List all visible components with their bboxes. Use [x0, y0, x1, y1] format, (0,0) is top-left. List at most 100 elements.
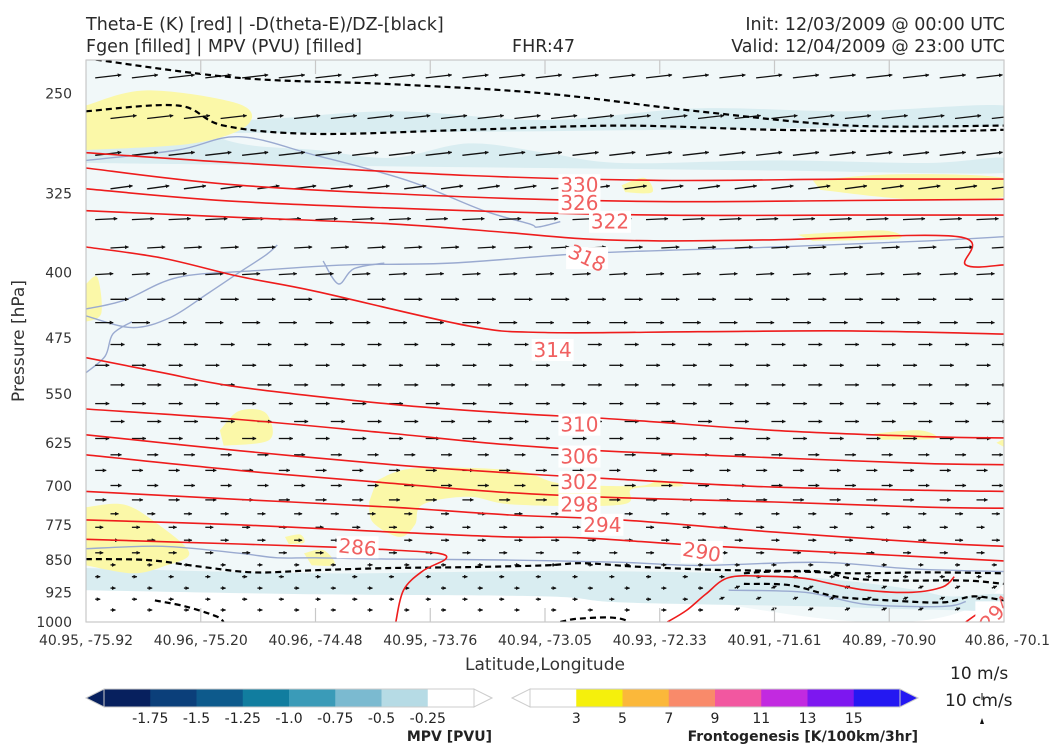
wind-vector — [477, 184, 501, 190]
wind-vector — [902, 73, 930, 79]
colorbar-swatch — [289, 689, 336, 707]
wind-vector — [866, 271, 885, 276]
wind-vector — [771, 585, 777, 590]
theta-e-contour-298 — [86, 454, 1004, 509]
wind-vector — [110, 245, 129, 250]
wind-vector — [425, 216, 449, 221]
wind-vector — [462, 271, 481, 276]
wind-vector — [771, 245, 790, 250]
wind-vector — [110, 113, 137, 120]
wind-vectors — [95, 73, 1004, 612]
axis-ticks: 250 325 400 475 550 625 700 775 850 925 1000 40.95,… — [36, 60, 1050, 649]
y-tick-label-400: 400 — [45, 266, 72, 282]
colorbar-swatch — [530, 689, 577, 707]
wind-vector — [939, 150, 967, 156]
wind-vector — [918, 585, 924, 590]
wind-vector — [315, 216, 338, 221]
colorbar-tick-label: 9 — [711, 711, 720, 727]
wind-vector — [829, 271, 848, 276]
wind-vector — [792, 596, 799, 601]
wind-vector — [587, 113, 615, 120]
wind-vector — [514, 245, 533, 250]
theta-e-contour-286 — [86, 538, 448, 622]
wind-vector — [756, 271, 775, 276]
colorbar-tick-label: 3 — [572, 711, 581, 727]
mpv-contours — [86, 135, 1004, 608]
colorbar-extend-right-0 — [473, 688, 494, 708]
wind-vector — [954, 245, 974, 250]
colorbar-swatch — [668, 689, 716, 707]
wind-vector — [734, 184, 758, 190]
mpv-contour-3 — [86, 321, 133, 374]
chart-title-line2: Fgen [filled] | MPV (PVU) [filled] — [86, 37, 362, 57]
wind-vector — [866, 73, 893, 79]
theta-e-contour-314 — [86, 246, 1004, 335]
wind-vector — [352, 73, 379, 79]
colorbar-swatch — [622, 689, 670, 707]
wind-vector — [719, 73, 746, 79]
wind-vector — [499, 150, 526, 156]
wind-vector — [257, 113, 284, 120]
wind-vector — [110, 184, 133, 190]
y-tick-label-475: 475 — [45, 331, 72, 347]
wind-vector — [462, 73, 489, 79]
wind-vector — [792, 216, 816, 221]
wind-key-speed: 10 m/s — [950, 664, 1009, 684]
wind-vector — [645, 150, 673, 156]
wind-vector — [719, 150, 746, 156]
colorbar-swatch — [381, 689, 429, 707]
wind-vector — [918, 184, 941, 190]
theta-e-label-bg-306 — [558, 445, 601, 468]
wind-vector — [168, 150, 195, 156]
x-tick-label-4: 40.94, -73.05 — [498, 633, 592, 649]
wind-vector — [551, 113, 578, 120]
wind-vector — [866, 216, 889, 221]
theta-e-label-bg-294 — [581, 513, 624, 536]
theta-e-label-bg-314 — [531, 339, 574, 362]
wind-vector — [572, 271, 591, 276]
wind-key-vertical: 10 cm/s — [945, 691, 1013, 711]
colorbar-swatch — [761, 689, 808, 707]
wind-vector — [315, 150, 342, 156]
theta-e-contour-322 — [86, 188, 1004, 217]
frontogenesis-region-11 — [874, 430, 937, 440]
wind-vector — [954, 113, 982, 120]
wind-vector — [147, 113, 174, 120]
wind-vector — [352, 216, 375, 221]
y-tick-label-625: 625 — [45, 436, 72, 452]
wind-vector — [462, 150, 489, 156]
wind-vector — [829, 150, 856, 156]
wind-vector — [499, 216, 522, 221]
theta-e-contours — [86, 151, 1004, 622]
theta-e-label-bg-302 — [558, 471, 601, 494]
x-tick-label-0: 40.95, -75.92 — [39, 633, 133, 649]
wind-vector — [609, 150, 636, 156]
wind-vector — [404, 113, 431, 120]
x-tick-label-5: 40.93, -72.33 — [613, 633, 707, 649]
wind-vector — [976, 73, 1003, 79]
colorbar-swatch — [150, 689, 197, 707]
wind-vector — [624, 245, 643, 250]
wind-vector — [976, 596, 982, 601]
wind-vector — [572, 150, 599, 156]
frontogenesis-region-6 — [369, 467, 684, 537]
wind-vector — [918, 113, 945, 120]
wind-vector — [792, 271, 812, 276]
theta-e-contour-306 — [86, 408, 1004, 466]
wind-vector — [168, 216, 191, 221]
wind-vector — [844, 245, 864, 250]
wind-vector — [535, 150, 563, 156]
theta-e-label-306: 306 — [560, 445, 598, 469]
mpv-contour-6 — [728, 589, 966, 608]
wind-vector — [477, 113, 505, 120]
mpv-contour-0 — [86, 135, 561, 228]
colorbar-swatch — [196, 689, 244, 707]
wind-vector — [499, 73, 526, 79]
wind-vector — [697, 245, 717, 250]
colorbar-swatch — [104, 689, 151, 707]
x-tick-label-8: 40.86, -70.1 — [965, 633, 1050, 649]
wind-vector — [242, 271, 261, 276]
y-tick-label-850: 850 — [45, 553, 72, 569]
